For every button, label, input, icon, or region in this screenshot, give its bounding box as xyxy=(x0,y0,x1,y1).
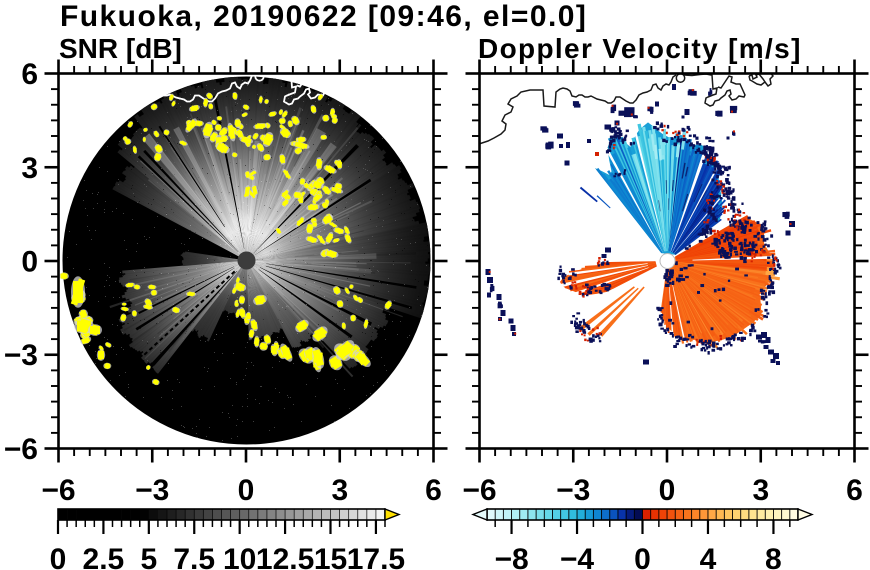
svg-text:−3: −3 xyxy=(556,474,590,507)
svg-text:SNR [dB]: SNR [dB] xyxy=(59,33,182,64)
svg-text:Doppler Velocity [m/s]: Doppler Velocity [m/s] xyxy=(478,33,802,64)
svg-text:7.5: 7.5 xyxy=(173,543,215,570)
svg-text:−6: −6 xyxy=(4,433,38,466)
svg-text:5: 5 xyxy=(140,543,157,570)
svg-text:4: 4 xyxy=(700,543,717,570)
svg-text:−3: −3 xyxy=(135,474,169,507)
svg-text:3: 3 xyxy=(331,474,348,507)
svg-text:−6: −6 xyxy=(462,474,496,507)
svg-text:6: 6 xyxy=(21,58,38,91)
svg-text:15: 15 xyxy=(314,543,347,570)
svg-text:12.5: 12.5 xyxy=(256,543,314,570)
svg-text:6: 6 xyxy=(425,474,442,507)
svg-text:0: 0 xyxy=(50,543,67,570)
svg-text:0: 0 xyxy=(21,246,38,279)
svg-text:3: 3 xyxy=(21,152,38,185)
svg-text:−6: −6 xyxy=(41,474,75,507)
svg-text:8: 8 xyxy=(765,543,782,570)
svg-text:−8: −8 xyxy=(494,543,528,570)
svg-text:6: 6 xyxy=(846,474,863,507)
svg-text:17.5: 17.5 xyxy=(347,543,405,570)
svg-text:Fukuoka, 20190622 [09:46, el=0: Fukuoka, 20190622 [09:46, el=0.0] xyxy=(60,0,587,33)
svg-text:0: 0 xyxy=(659,474,676,507)
svg-text:3: 3 xyxy=(752,474,769,507)
svg-text:−4: −4 xyxy=(560,543,595,570)
svg-text:0: 0 xyxy=(634,543,651,570)
svg-text:2.5: 2.5 xyxy=(83,543,125,570)
svg-text:10: 10 xyxy=(223,543,256,570)
svg-text:−3: −3 xyxy=(4,339,38,372)
svg-text:0: 0 xyxy=(238,474,255,507)
